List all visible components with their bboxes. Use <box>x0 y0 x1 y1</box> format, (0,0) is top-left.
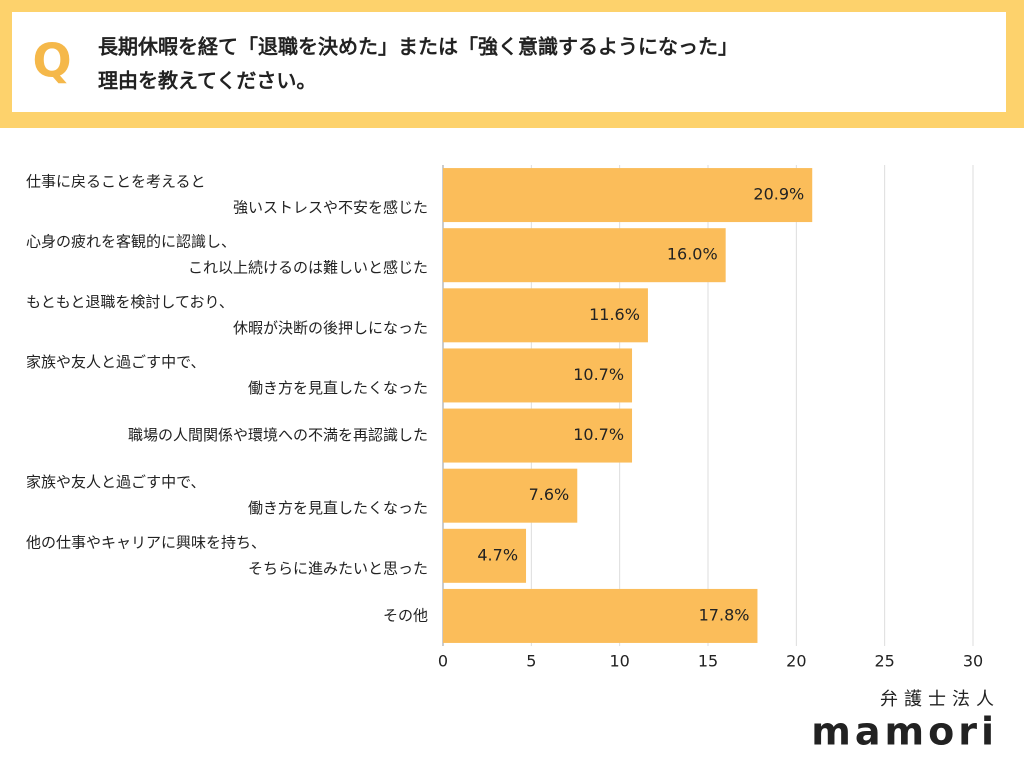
bar <box>443 288 648 343</box>
category-label: 働き方を見直したくなった <box>248 379 428 397</box>
x-tick-label: 10 <box>609 652 629 671</box>
brand-name: mamori <box>811 710 998 754</box>
org-name: 弁護士法人 <box>880 689 1000 710</box>
category-label: 強いストレスや不安を感じた <box>233 199 428 217</box>
bar <box>443 408 633 463</box>
category-label: もともと退職を検討しており、 <box>26 293 234 311</box>
bar <box>443 588 758 643</box>
bar <box>443 468 578 523</box>
category-label: 働き方を見直したくなった <box>248 499 428 517</box>
category-label: 心身の疲れを客観的に認識し、 <box>26 233 236 251</box>
x-tick-label: 5 <box>526 652 536 671</box>
bar <box>443 228 726 283</box>
value-label: 20.9% <box>753 185 804 204</box>
x-tick-label: 25 <box>874 652 894 671</box>
value-label: 10.7% <box>573 365 624 384</box>
x-tick-label: 30 <box>963 652 983 671</box>
category-label: 家族や友人と過ごす中で、 <box>26 473 206 491</box>
question-line: 長期休暇を経て「退職を決めた」または「強く意識するようになった」 <box>98 35 738 59</box>
category-label: そちらに進みたいと思った <box>248 559 428 577</box>
x-tick-label: 20 <box>786 652 806 671</box>
header-box <box>12 12 1006 112</box>
category-label: 他の仕事やキャリアに興味を持ち、 <box>26 533 266 551</box>
category-label: 家族や友人と過ごす中で、 <box>26 353 206 371</box>
category-label: これ以上続けるのは難しいと感じた <box>188 259 428 277</box>
value-label: 11.6% <box>589 305 640 324</box>
value-label: 4.7% <box>477 545 518 564</box>
q-mark: Q <box>32 34 71 88</box>
value-label: 7.6% <box>529 485 570 504</box>
bar <box>443 528 527 583</box>
value-label: 17.8% <box>699 605 750 624</box>
bar <box>443 348 633 403</box>
value-label: 16.0% <box>667 245 718 264</box>
category-label: 仕事に戻ることを考えると <box>26 173 206 191</box>
category-label: 休暇が決断の後押しになった <box>233 319 428 337</box>
x-tick-label: 0 <box>438 652 448 671</box>
bar <box>443 168 813 223</box>
x-tick-label: 15 <box>698 652 718 671</box>
value-label: 10.7% <box>573 425 624 444</box>
category-label: その他 <box>383 606 428 624</box>
question-line: 理由を教えてください。 <box>98 69 316 93</box>
category-label: 職場の人間関係や環境への不満を再認識した <box>128 426 428 444</box>
